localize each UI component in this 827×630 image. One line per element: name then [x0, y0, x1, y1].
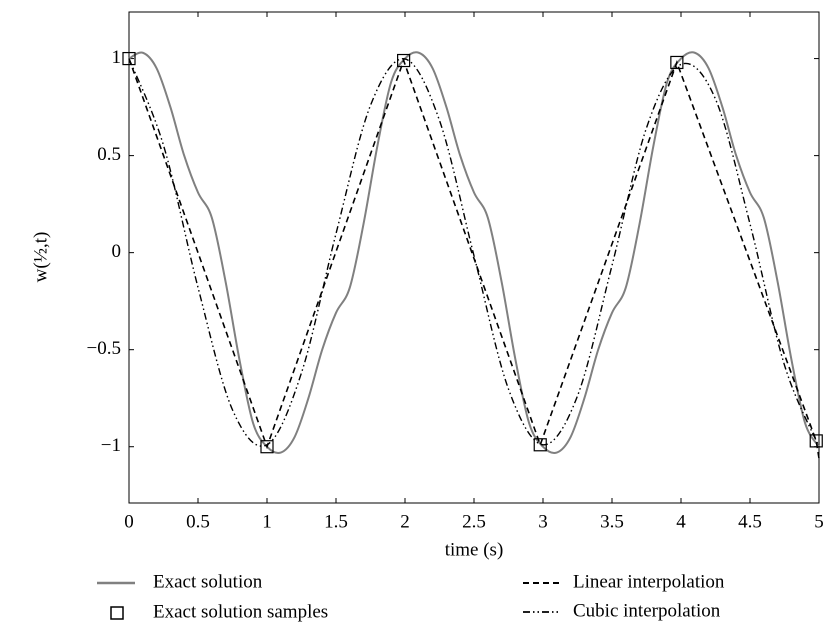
series-line — [128, 58, 820, 459]
x-tick-label: 5 — [814, 511, 824, 532]
x-tick-label: 2 — [400, 511, 410, 532]
x-tick-label: 3.5 — [600, 511, 624, 532]
x-tick-label: 0.5 — [186, 511, 210, 532]
series-line — [128, 58, 820, 447]
sample-marker — [122, 51, 136, 66]
legend-marker — [110, 606, 124, 620]
y-tick-label: −1 — [101, 435, 121, 456]
x-tick-label: 4.5 — [738, 511, 762, 532]
y-tick-label: 0.5 — [97, 144, 121, 165]
legend-label: Exact solution — [153, 571, 263, 592]
x-tick-label: 2.5 — [462, 511, 486, 532]
x-tick-label: 4 — [676, 511, 686, 532]
x-tick-label: 0 — [124, 511, 134, 532]
y-tick-label: −0.5 — [87, 338, 121, 359]
y-axis-label: w(½,t) — [30, 232, 51, 283]
x-axis-label: time (s) — [445, 539, 504, 560]
legend-label: Linear interpolation — [573, 571, 725, 592]
legend-label: Exact solution samples — [153, 601, 328, 622]
y-tick-label: 1 — [112, 47, 122, 68]
x-tick-label: 1.5 — [324, 511, 348, 532]
x-tick-label: 1 — [262, 511, 272, 532]
sample-marker — [397, 53, 411, 68]
sample-marker — [809, 434, 823, 448]
y-tick-label: 0 — [112, 241, 122, 262]
legend-label: Cubic interpolation — [573, 600, 721, 621]
x-tick-label: 3 — [538, 511, 548, 532]
sample-marker — [670, 55, 684, 70]
series-line — [128, 51, 820, 454]
